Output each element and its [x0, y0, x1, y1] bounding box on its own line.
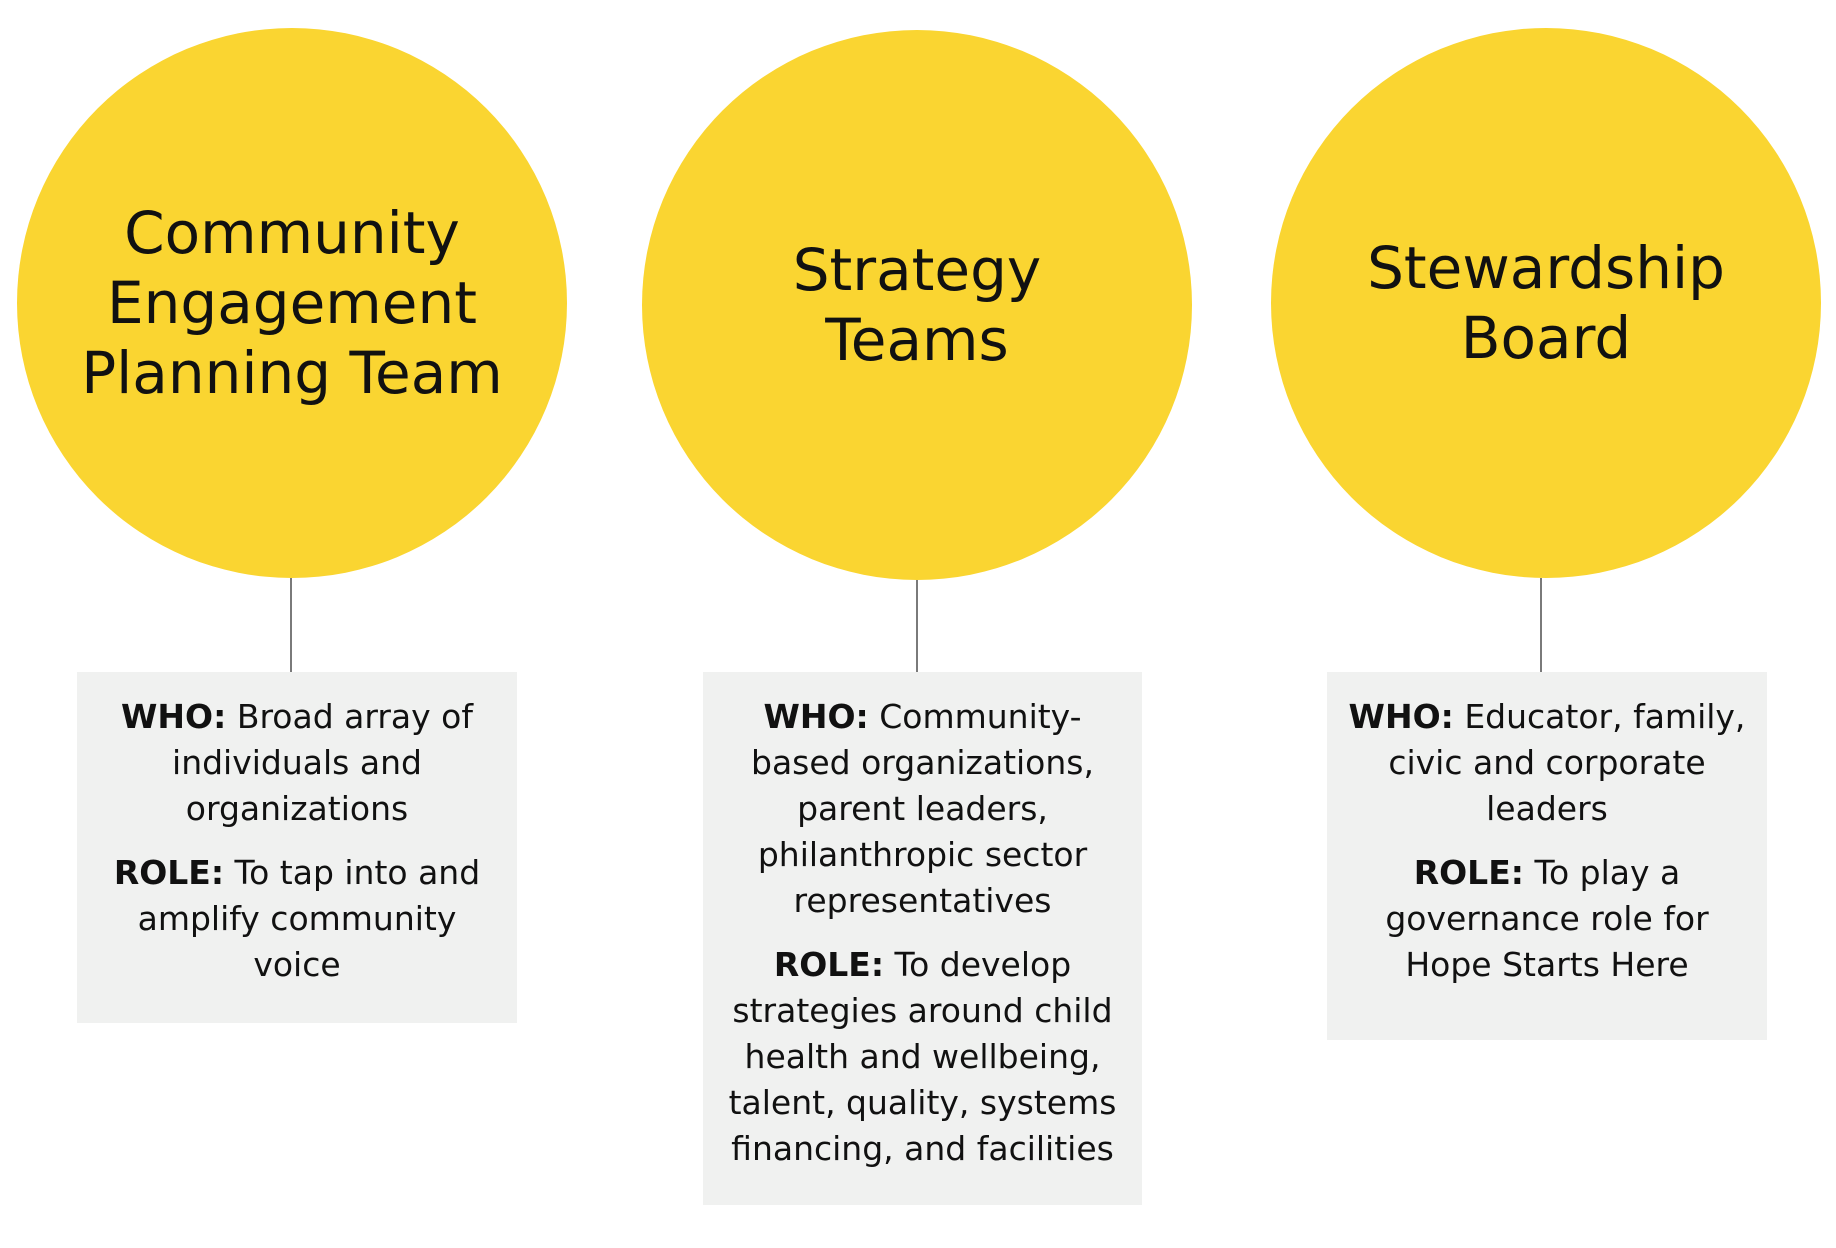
who-text: Community-based organizations, parent le…	[751, 697, 1094, 920]
circle-strategy-teams: Strategy Teams	[642, 30, 1192, 580]
role-paragraph: ROLE: To tap into and amplify community …	[95, 850, 499, 988]
info-card-strategy-teams: WHO: Community-based organizations, pare…	[703, 672, 1142, 1205]
who-label: WHO:	[763, 697, 869, 736]
who-label: WHO:	[121, 697, 227, 736]
role-text: To tap into and amplify community voice	[137, 853, 481, 984]
who-paragraph: WHO: Broad array of individuals and orga…	[95, 694, 499, 832]
role-text: To play a governance role for Hope Start…	[1385, 853, 1709, 984]
connector-line	[290, 578, 292, 672]
role-paragraph: ROLE: To play a governance role for Hope…	[1345, 850, 1749, 988]
role-paragraph: ROLE: To develop strategies around child…	[721, 942, 1124, 1172]
who-text: Broad array of individuals and organizat…	[172, 697, 473, 828]
connector-line	[916, 580, 918, 672]
who-paragraph: WHO: Educator, family, civic and corpora…	[1345, 694, 1749, 832]
role-label: ROLE:	[113, 853, 225, 892]
who-label: WHO:	[1348, 697, 1454, 736]
circle-title: Community Engagement Planning Team	[81, 199, 503, 407]
role-label: ROLE:	[1413, 853, 1524, 892]
circle-stewardship-board: Stewardship Board	[1271, 28, 1821, 578]
circle-title: Strategy Teams	[792, 236, 1042, 374]
role-label: ROLE:	[773, 945, 885, 984]
circle-title: Stewardship Board	[1367, 234, 1725, 372]
connector-line	[1540, 578, 1542, 672]
who-text: Educator, family, civic and corporate le…	[1388, 697, 1746, 828]
circle-community-engagement: Community Engagement Planning Team	[17, 28, 567, 578]
who-paragraph: WHO: Community-based organizations, pare…	[721, 694, 1124, 924]
role-text: To develop strategies around child healt…	[728, 945, 1117, 1168]
info-card-community-engagement: WHO: Broad array of individuals and orga…	[77, 672, 517, 1023]
info-card-stewardship-board: WHO: Educator, family, civic and corpora…	[1327, 672, 1767, 1040]
